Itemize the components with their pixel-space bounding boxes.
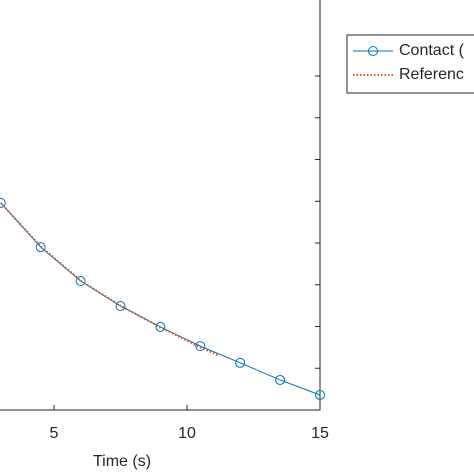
x-tick-label: 15 xyxy=(311,425,329,442)
series-line xyxy=(0,202,321,396)
marker xyxy=(195,341,206,352)
marker xyxy=(315,389,325,400)
marker xyxy=(155,321,166,332)
marker xyxy=(75,275,86,286)
x-axis-label: Time (s) xyxy=(93,453,151,470)
x-tick-label: 10 xyxy=(178,425,196,442)
plot-frame xyxy=(0,0,321,411)
x-tick-label: 5 xyxy=(50,425,59,442)
marker xyxy=(115,301,126,312)
series-line xyxy=(0,202,220,357)
marker xyxy=(0,197,6,208)
legend: Contact ( Referenc xyxy=(346,34,474,94)
marker xyxy=(235,357,246,368)
marker xyxy=(275,374,286,385)
legend-marker xyxy=(368,46,378,56)
marker xyxy=(35,242,46,253)
legend-box xyxy=(346,34,474,94)
legend-label: Referenc xyxy=(399,66,464,83)
legend-label: Contact ( xyxy=(399,42,465,59)
